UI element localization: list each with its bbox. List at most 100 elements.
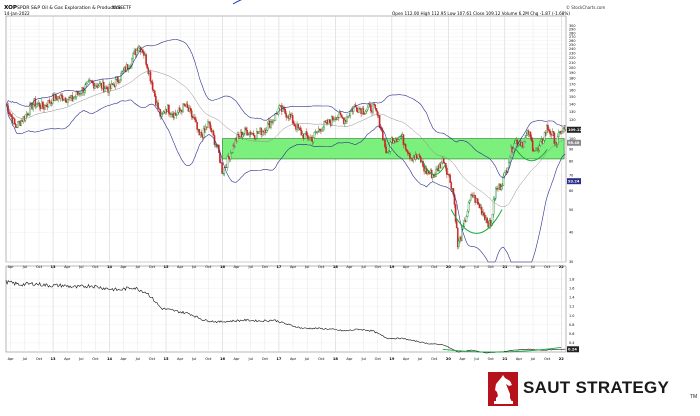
candle-body	[273, 120, 276, 122]
x-tick-label-top: Oct	[205, 265, 212, 269]
x-tick-label-bottom: Oct	[544, 357, 551, 361]
price-tick-label: 180	[569, 77, 575, 81]
price-tick-label: 270	[569, 35, 575, 39]
candle-body	[553, 132, 556, 144]
candle-body	[458, 240, 460, 248]
candle-body	[491, 214, 494, 224]
candle-body	[205, 126, 207, 131]
candle-body	[456, 227, 459, 248]
x-tick-label-bottom: Oct	[262, 357, 269, 361]
candle-body	[253, 135, 256, 139]
candle-body	[386, 152, 388, 154]
candle-body	[366, 107, 369, 111]
candle-body	[247, 134, 249, 136]
candle-body	[8, 112, 11, 115]
candle-body	[564, 126, 567, 130]
x-tick-label-bottom: Oct	[488, 357, 495, 361]
bb-middle-line	[5, 70, 566, 207]
candle-body	[435, 169, 437, 177]
candle-body	[469, 194, 472, 201]
candle-body	[561, 131, 563, 134]
candle-body	[333, 119, 335, 121]
candle-body	[227, 156, 230, 158]
candle-body	[339, 112, 342, 115]
x-tick-label-top: Apr	[8, 265, 15, 269]
candle-body	[514, 140, 517, 144]
candle-body	[250, 133, 253, 136]
candle-body	[16, 127, 18, 129]
candle-body	[24, 114, 27, 121]
x-tick-label-bottom: Oct	[92, 357, 99, 361]
candle-body	[402, 134, 405, 145]
candle-body	[67, 99, 69, 103]
x-tick-label-bottom: Apr	[121, 357, 128, 361]
x-tick-label-bottom: Apr	[177, 357, 184, 361]
candle-body	[489, 220, 492, 226]
x-tick-label-top: Jul	[78, 265, 83, 269]
x-tick-label-top: Jul	[248, 265, 253, 269]
price-tick-label: 160	[569, 89, 575, 93]
candle-body	[291, 115, 294, 124]
candle-body	[45, 105, 47, 107]
candle-body	[80, 93, 82, 95]
ratio-tick-label: 0.4	[569, 341, 574, 345]
candle-body	[117, 76, 119, 82]
candle-body	[85, 82, 88, 85]
candle-body	[312, 137, 315, 142]
bb-mid-tag-bg	[567, 139, 581, 146]
x-tick-label-top: Jul	[530, 265, 535, 269]
candle-body	[364, 111, 367, 114]
candle-body	[388, 150, 391, 152]
candle-body	[454, 204, 457, 222]
ratio-tick-label: 0.6	[569, 332, 574, 336]
x-tick-label-top: Apr	[233, 265, 240, 269]
candle-body	[102, 82, 105, 92]
x-tick-label-top: 14	[107, 265, 113, 269]
candle-body	[547, 125, 549, 130]
candle-body	[10, 114, 13, 117]
candle-body	[194, 117, 196, 120]
candle-body	[355, 106, 358, 112]
candle-body	[169, 113, 171, 115]
candle-body	[463, 219, 466, 227]
x-tick-label-bottom: Jul	[530, 357, 535, 361]
candle-body	[465, 216, 468, 222]
price-tick-label: 280	[569, 31, 575, 35]
x-tick-label-top: Oct	[262, 265, 269, 269]
candle-body	[539, 141, 542, 146]
candle-body	[176, 112, 179, 116]
ratio-last-tag-bg	[567, 346, 579, 353]
candle-body	[478, 203, 481, 209]
knight-logo-icon	[488, 372, 518, 406]
candle-body	[64, 97, 67, 103]
candle-body	[316, 130, 319, 133]
candle-body	[207, 121, 209, 128]
ratio-panel	[5, 265, 567, 353]
price-arc-3	[515, 149, 548, 162]
candle-body	[445, 163, 447, 169]
candle-body	[492, 199, 495, 215]
candle-body	[153, 90, 156, 97]
x-tick-label-bottom: Jul	[417, 357, 422, 361]
x-tick-label-bottom: Jul	[135, 357, 140, 361]
candle-body	[220, 162, 222, 164]
candle-body	[92, 81, 94, 84]
candle-body	[175, 114, 178, 116]
x-tick-label-bottom: Oct	[318, 357, 325, 361]
x-tick-label-bottom: 16	[220, 357, 226, 361]
candle-body	[145, 54, 147, 65]
candle-body	[60, 94, 63, 97]
candle-body	[84, 84, 87, 91]
trademark-mark: TM	[690, 394, 698, 400]
candle-body	[442, 158, 445, 164]
candle-body	[501, 185, 504, 187]
candle-body	[17, 121, 19, 128]
x-tick-label-top: Oct	[92, 265, 99, 269]
candle-body	[538, 145, 541, 151]
candle-body	[196, 122, 198, 130]
candle-body	[120, 73, 122, 81]
candle-body	[562, 127, 564, 132]
x-tick-label-bottom: Oct	[205, 357, 212, 361]
price-tick-label: 190	[569, 71, 575, 75]
plot-layer: Apr Apr Jul Jul Oct Oct 13 13 Apr Apr Jul Jul Oct Oct…	[5, 15, 582, 361]
